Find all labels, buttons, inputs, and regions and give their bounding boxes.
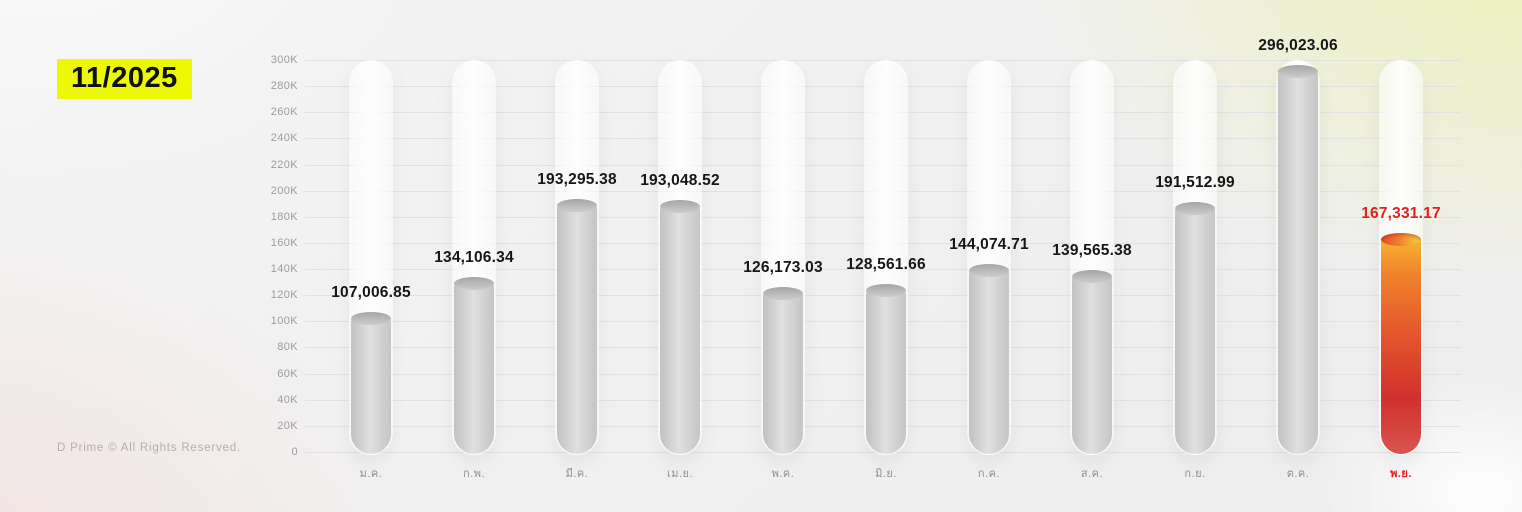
y-axis-label: 140K xyxy=(270,263,298,275)
bar-value-label: 191,512.99 xyxy=(1155,174,1235,191)
x-axis-label: มิ.ย. xyxy=(875,468,897,480)
y-axis-label: 60K xyxy=(277,368,298,380)
bar-5-group[interactable]: 126,173.03 พ.ค. xyxy=(743,0,823,512)
bar-7-group[interactable]: 144,074.71 ก.ค. xyxy=(949,0,1029,512)
bar-2-group[interactable]: 134,106.34 ก.พ. xyxy=(434,0,514,512)
bar-value-label: 296,023.06 xyxy=(1258,37,1338,54)
bar-11-group[interactable]: 167,331.17 พ.ย. xyxy=(1361,0,1441,512)
y-axis-label: 180K xyxy=(270,211,298,223)
y-axis-label: 40K xyxy=(277,394,298,406)
y-axis-label: 240K xyxy=(270,132,298,144)
y-axis-label: 220K xyxy=(270,159,298,171)
bar-value-label: 144,074.71 xyxy=(949,236,1029,253)
x-axis-label: ก.พ. xyxy=(462,468,486,480)
bar-fill xyxy=(763,287,803,454)
bar-fill-highlighted xyxy=(1381,233,1421,454)
bar-6-group[interactable]: 128,561.66 มิ.ย. xyxy=(846,0,926,512)
bar-fill xyxy=(1175,202,1215,454)
bar-fill xyxy=(1072,270,1112,454)
bar-9-group[interactable]: 191,512.99 ก.ย. xyxy=(1155,0,1235,512)
bar-value-label: 193,295.38 xyxy=(537,171,617,188)
bar-3-group[interactable]: 193,295.38 มี.ค. xyxy=(537,0,617,512)
y-axis-label: 20K xyxy=(277,420,298,432)
bar-4-group[interactable]: 193,048.52 เม.ย. xyxy=(640,0,720,512)
bar-value-label: 193,048.52 xyxy=(640,172,720,189)
bar-value-label: 134,106.34 xyxy=(434,249,514,266)
bar-value-label: 128,561.66 xyxy=(846,256,926,273)
x-axis-label: ส.ค. xyxy=(1080,468,1104,480)
bar-value-label: 107,006.85 xyxy=(331,284,411,301)
x-axis-label: ก.ค. xyxy=(977,468,1001,480)
y-axis-label: 100K xyxy=(270,315,298,327)
bar-value-label: 139,565.38 xyxy=(1052,242,1132,259)
bar-1-group[interactable]: 107,006.85 ม.ค. xyxy=(331,0,411,512)
y-axis-label: 200K xyxy=(270,185,298,197)
period-badge: 11/2025 xyxy=(57,59,192,100)
bar-fill xyxy=(557,199,597,454)
y-axis-label: 160K xyxy=(270,237,298,249)
x-axis-label: ต.ค. xyxy=(1286,468,1310,480)
y-axis-label: 300K xyxy=(270,54,298,66)
x-axis-label: ม.ค. xyxy=(359,468,383,480)
y-axis-label: 120K xyxy=(270,289,298,301)
x-axis-label: พ.ย. xyxy=(1390,468,1412,480)
bar-fill xyxy=(866,284,906,454)
y-axis-label: 80K xyxy=(277,341,298,353)
bar-fill xyxy=(351,312,391,454)
bar-fill xyxy=(1278,65,1318,454)
bar-fill xyxy=(454,277,494,454)
x-axis-label: พ.ค. xyxy=(771,468,795,480)
bar-value-label: 167,331.17 xyxy=(1361,205,1441,222)
bar-fill xyxy=(660,200,700,454)
x-axis-label: เม.ย. xyxy=(666,468,694,480)
x-axis-label: มี.ค. xyxy=(565,468,589,480)
bar-value-label: 126,173.03 xyxy=(743,259,823,276)
copyright-text: D Prime © All Rights Reserved. xyxy=(57,442,241,454)
bar-8-group[interactable]: 139,565.38 ส.ค. xyxy=(1052,0,1132,512)
bar-10-group[interactable]: 296,023.06 ต.ค. xyxy=(1258,0,1337,512)
y-axis-label: 0 xyxy=(291,446,298,458)
y-axis-label: 280K xyxy=(270,80,298,92)
x-axis-label: ก.ย. xyxy=(1184,468,1206,480)
y-axis-label: 260K xyxy=(270,106,298,118)
bar-fill xyxy=(969,264,1009,454)
